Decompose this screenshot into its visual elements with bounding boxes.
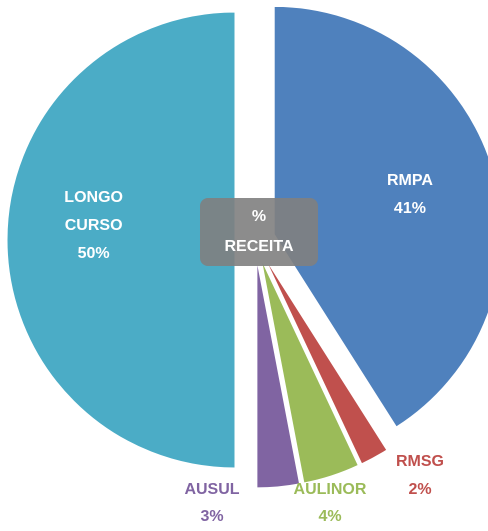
pie-slice	[256, 259, 301, 489]
category-label: LONGO CURSO	[64, 189, 123, 234]
value-label: 3%	[200, 508, 223, 525]
value-label: 41%	[394, 200, 426, 217]
value-label: 50%	[78, 245, 110, 262]
chart-title: % RECEITA	[224, 208, 293, 255]
pie-slice	[260, 258, 359, 484]
category-label: RMSG	[396, 453, 444, 470]
category-label: AULINOR	[294, 481, 367, 498]
value-label: 4%	[318, 508, 341, 525]
pie-slice	[264, 257, 388, 465]
pie-slice	[6, 11, 236, 469]
pie-slice	[273, 5, 488, 428]
value-label: 2%	[408, 481, 431, 498]
title-box	[200, 198, 318, 266]
category-label: RMPA	[387, 172, 433, 189]
labels: RMPA 41% RMSG 2% AULINOR 4% AUSUL 3% LONGO CURSO 5…	[64, 172, 444, 525]
category-label: AUSUL	[184, 481, 239, 498]
